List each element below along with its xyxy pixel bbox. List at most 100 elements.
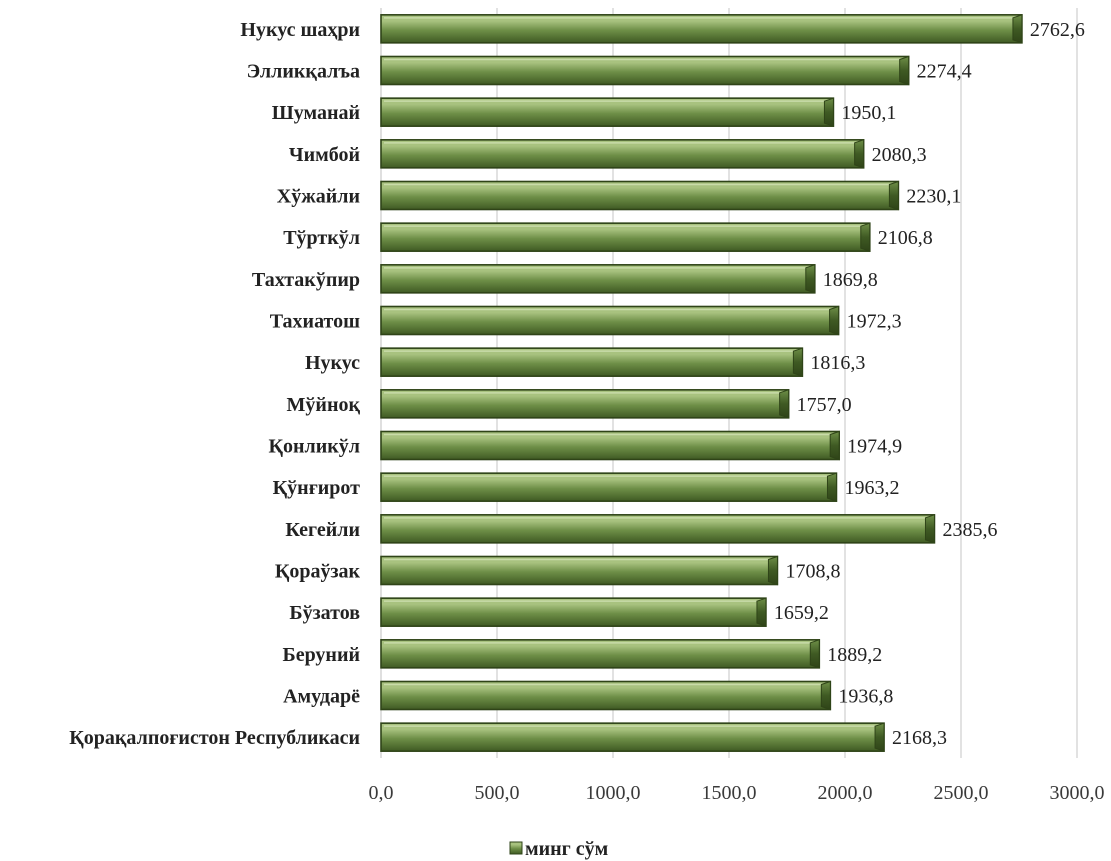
bar-end-cap	[820, 680, 831, 711]
category-label: Беруний	[282, 644, 360, 666]
legend-label: минг сўм	[525, 838, 608, 860]
bar-end-cap	[888, 180, 899, 211]
bar	[380, 514, 936, 544]
x-tick-label: 3000,0	[1050, 782, 1105, 804]
data-label: 1936,8	[838, 686, 893, 708]
category-label: Элликқалъа	[247, 61, 360, 83]
bar	[380, 264, 816, 294]
legend-item: минг сўм	[509, 838, 608, 860]
bar	[380, 55, 910, 86]
bar	[380, 389, 790, 419]
data-label: 2385,6	[942, 519, 997, 541]
category-label: Амударё	[283, 686, 360, 708]
x-tick-label: 2500,0	[934, 782, 989, 804]
bar-end-cap	[779, 389, 790, 419]
category-label: Қонликўл	[268, 436, 360, 458]
bar	[380, 97, 835, 127]
x-tick-label: 500,0	[475, 782, 520, 804]
bar	[380, 722, 885, 752]
bar-group	[380, 305, 840, 336]
bar-end-cap	[860, 222, 871, 252]
bar-end-cap	[809, 639, 820, 669]
bar-group	[380, 639, 821, 669]
bar-end-cap	[756, 597, 767, 627]
bar-group	[380, 597, 767, 627]
x-tick-label: 1500,0	[702, 782, 757, 804]
bars	[380, 14, 1023, 752]
bar	[380, 14, 1023, 44]
bar-group	[380, 264, 816, 294]
category-label: Қўнғирот	[273, 477, 360, 499]
bar-group	[380, 180, 900, 211]
bar-end-cap	[854, 139, 865, 169]
bar	[380, 347, 804, 377]
bar-end-cap	[805, 264, 816, 294]
category-label: Бўзатов	[289, 602, 360, 624]
data-label: 1659,2	[774, 602, 829, 624]
bar-group	[380, 472, 838, 502]
bar-group	[380, 97, 835, 127]
data-label: 2230,1	[906, 186, 961, 208]
data-label: 1974,9	[847, 436, 902, 458]
data-label: 1963,2	[844, 477, 899, 499]
bar-end-cap	[1012, 14, 1023, 44]
x-tick-label: 1000,0	[586, 782, 641, 804]
data-label: 1816,3	[810, 352, 865, 374]
bar	[380, 305, 840, 336]
labels: 0,0 500,0 1000,0 1500,0 2000,0 2500,0 3000,0 Ну…	[69, 19, 1104, 804]
bar	[380, 680, 832, 711]
bar-end-cap	[792, 347, 803, 377]
x-tick-label: 0,0	[369, 782, 394, 804]
bar	[380, 180, 900, 211]
legend-swatch	[509, 841, 523, 855]
bar-end-cap	[823, 97, 834, 127]
bar-group	[380, 389, 790, 419]
bar-group	[380, 680, 832, 711]
bar	[380, 597, 767, 627]
category-label: Тахиатош	[270, 311, 360, 333]
category-label: Нукус шаҳри	[240, 19, 360, 41]
grid-lines	[380, 8, 1078, 758]
bar-group	[380, 222, 871, 252]
category-label: Хўжайли	[277, 186, 360, 208]
bar-end-cap	[924, 514, 935, 544]
category-label: Кегейли	[285, 519, 360, 541]
category-label: Қорақалпоғистон Республикаси	[69, 727, 360, 749]
bar-end-cap	[826, 472, 837, 502]
bar-end-cap	[874, 722, 885, 752]
bar-group	[380, 514, 936, 544]
data-label: 1708,8	[785, 561, 840, 583]
category-label: Тўрткўл	[283, 227, 360, 249]
bar	[380, 555, 779, 586]
legend: минг сўм	[509, 838, 608, 860]
bar-end-cap	[829, 430, 840, 461]
bar	[380, 639, 821, 669]
bar-group	[380, 347, 804, 377]
data-label: 1757,0	[797, 394, 852, 416]
category-label: Қораўзак	[275, 561, 361, 583]
category-label: Нукус	[305, 352, 360, 374]
bar-end-cap	[899, 55, 910, 86]
bar-group	[380, 14, 1023, 44]
category-label: Тахтакўпир	[252, 269, 360, 291]
data-label: 2274,4	[917, 61, 972, 83]
category-label: Мўйноқ	[287, 394, 361, 416]
bar-end-cap	[829, 305, 840, 336]
data-label: 1889,2	[827, 644, 882, 666]
data-label: 1950,1	[841, 102, 896, 124]
bar-group	[380, 555, 779, 586]
bar	[380, 222, 871, 252]
bar-group	[380, 55, 910, 86]
category-label: Шуманай	[272, 102, 360, 124]
bar	[380, 472, 838, 502]
bar-end-cap	[767, 555, 778, 586]
bar	[380, 430, 840, 461]
data-label: 2168,3	[892, 727, 947, 749]
bar-group	[380, 430, 840, 461]
data-label: 2080,3	[872, 144, 927, 166]
data-label: 2762,6	[1030, 19, 1085, 41]
data-label: 1869,8	[823, 269, 878, 291]
bar	[380, 139, 865, 169]
